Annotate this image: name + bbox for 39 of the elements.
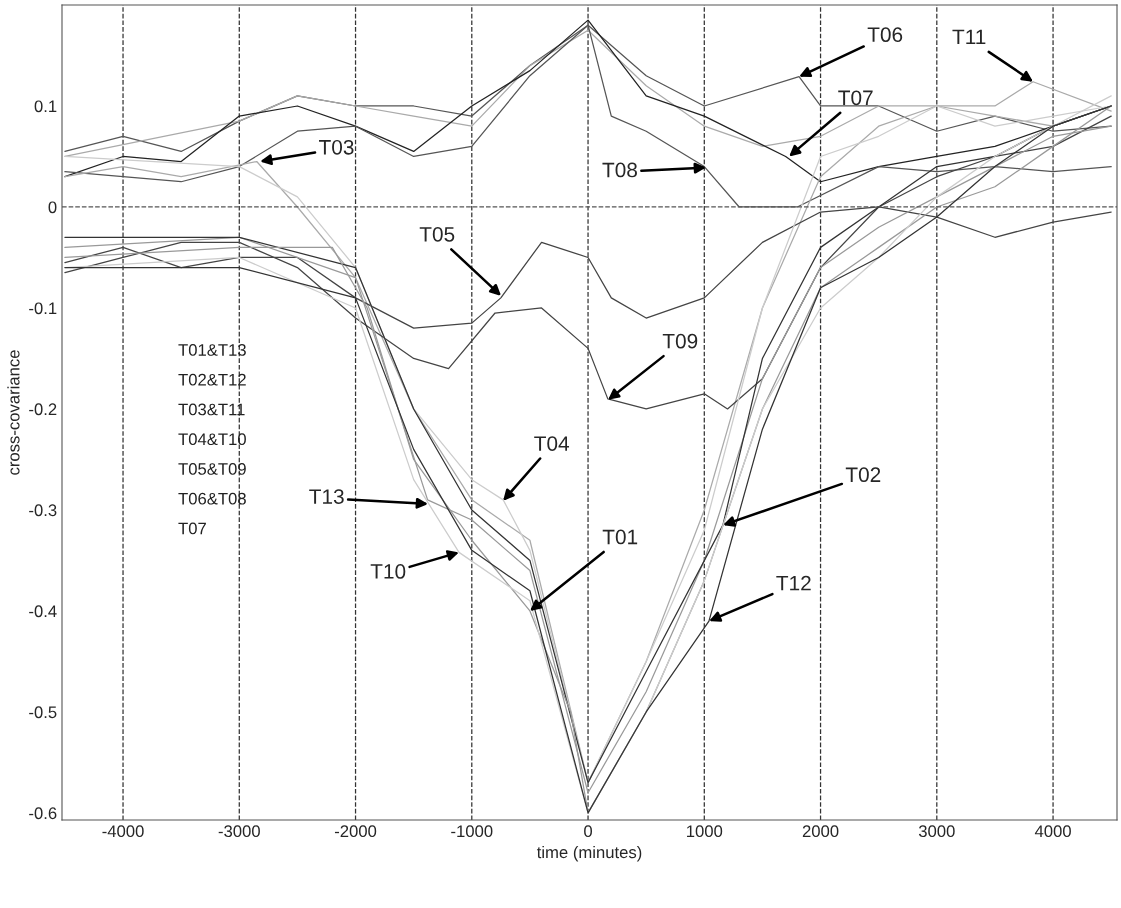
annotation: T06&T08 (178, 492, 246, 505)
y-tick-label: -0.1 (29, 302, 57, 315)
y-tick-label: 0 (48, 201, 57, 214)
y-tick-label: -0.4 (29, 605, 57, 618)
y-tick-label: -0.3 (29, 504, 57, 517)
annotation: T02&T12 (178, 373, 246, 386)
annotation: T04&T10 (178, 433, 246, 446)
annotation: T01&T13 (178, 344, 246, 356)
x-tick-label: 4000 (1034, 825, 1071, 838)
annotation: T06 (867, 27, 903, 43)
annotation: T05 (419, 226, 455, 242)
annotation: T04 (534, 436, 570, 451)
x-tick-label: 2000 (802, 825, 839, 838)
annotation: T12 (776, 575, 811, 591)
annotation: T05&T09 (178, 463, 246, 475)
annotation: T11 (952, 29, 986, 45)
annotation: T07 (178, 522, 206, 535)
x-tick-label: -3000 (218, 825, 260, 838)
annotation: T08 (602, 162, 637, 178)
x-tick-label: 1000 (687, 825, 723, 838)
annotation: T09 (662, 333, 698, 349)
x-tick-label: 3000 (918, 825, 955, 838)
x-tick-label: -1000 (451, 825, 493, 838)
annotation: T10 (370, 564, 406, 579)
y-tick-label: -0.2 (29, 403, 57, 416)
annotation: T02 (845, 467, 881, 483)
y-axis-title: cross-covariance (7, 350, 20, 475)
x-tick-label: 0 (584, 825, 593, 838)
annotation: T07 (838, 90, 873, 106)
annotation: T03&T11 (178, 403, 245, 416)
y-tick-label: 0.1 (34, 100, 57, 113)
annotation: T03 (319, 139, 354, 155)
x-tick-label: -4000 (102, 825, 144, 838)
x-tick-label: -2000 (334, 825, 377, 838)
annotation: T01 (602, 529, 638, 545)
y-tick-label: -0.6 (29, 807, 57, 820)
annotation: T13 (309, 489, 344, 504)
y-tick-label: -0.5 (29, 706, 57, 719)
x-axis-title: time (minutes) (536, 845, 642, 862)
